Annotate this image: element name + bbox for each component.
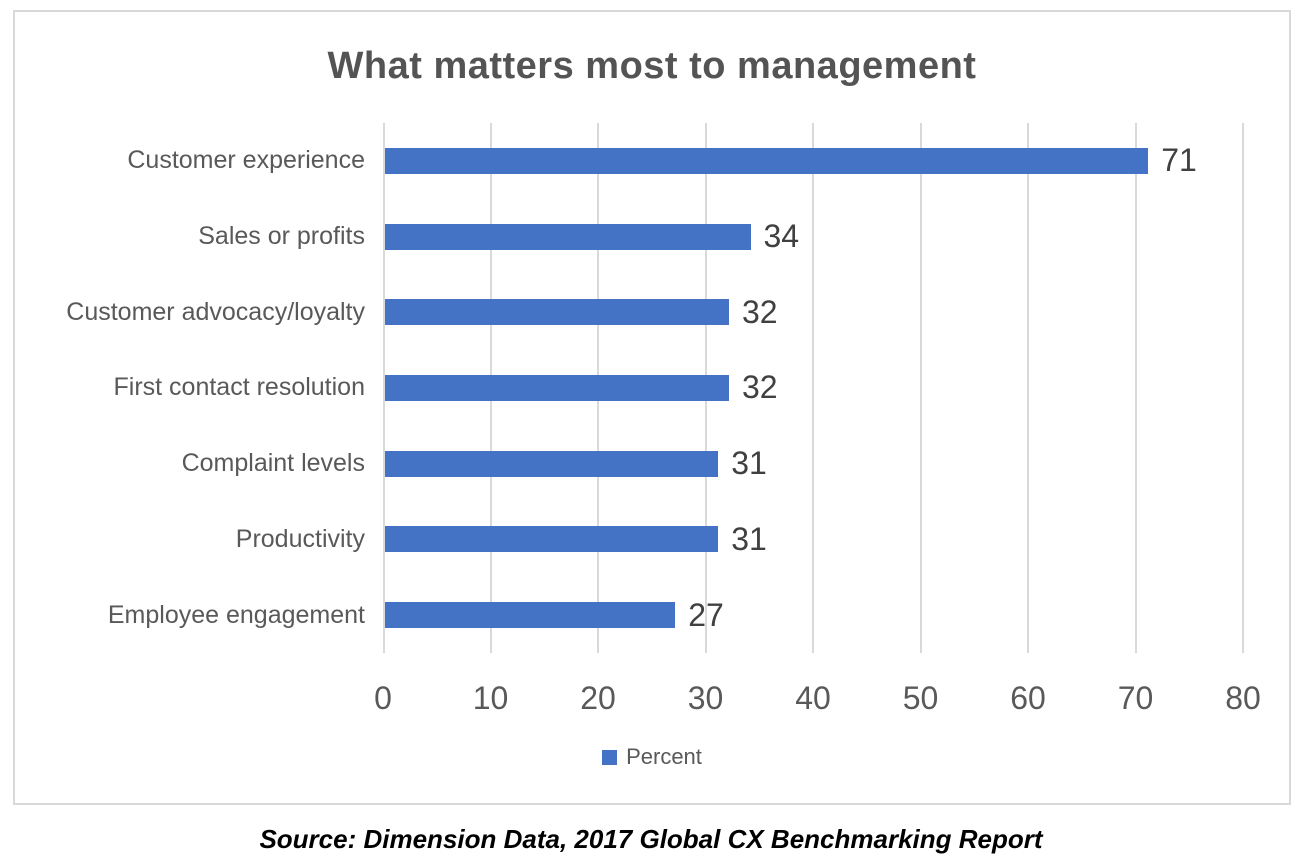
gridline (1027, 123, 1029, 653)
x-tick-label: 40 (795, 680, 831, 716)
value-label: 34 (763, 218, 800, 255)
category-label: Sales or profits (198, 222, 365, 251)
bar-sales-or-profits (385, 223, 751, 250)
x-tick-label: 30 (687, 680, 724, 716)
chart-card: What matters most to management Customer… (13, 10, 1291, 805)
value-label: 32 (742, 369, 778, 406)
bar-customer-advocacy-loyalty (385, 299, 729, 326)
bar-row: 32 (383, 274, 1243, 350)
category-axis: Customer experience Sales or profits Custo… (15, 123, 365, 653)
bar-productivity (385, 526, 719, 553)
bar-employee-engagement (385, 602, 676, 629)
bar-row: 31 (383, 502, 1243, 578)
category-label: Customer experience (127, 146, 365, 175)
source-note: Source: Dimension Data, 2017 Global CX B… (259, 824, 1043, 854)
bar-first-contact-resolution (385, 374, 729, 401)
x-tick-label: 50 (902, 680, 939, 716)
x-tick-label: 10 (472, 680, 509, 716)
gridline (919, 123, 922, 653)
legend-label: Percent (626, 744, 702, 769)
x-axis: 0 10 20 30 40 50 60 70 80 (374, 680, 1261, 716)
category-label: Productivity (235, 524, 365, 553)
x-tick-label: 60 (1010, 680, 1046, 716)
category-label: First contact resolution (113, 373, 366, 402)
plot-area: 71 34 32 32 31 31 27 (383, 123, 1244, 653)
bar-row: 71 (383, 123, 1243, 199)
bar-row: 32 (383, 350, 1243, 426)
gridline (1134, 123, 1137, 653)
value-label: 71 (1161, 142, 1197, 179)
legend-swatch-icon (602, 749, 618, 765)
value-label: 27 (688, 596, 724, 633)
x-tick-label: 20 (580, 680, 616, 716)
gridline (812, 123, 814, 653)
x-tick-label: 0 (374, 680, 392, 716)
value-label: 31 (731, 445, 767, 482)
bar-series: 71 34 32 32 31 31 27 (383, 123, 1243, 653)
chart-title: What matters most to management (327, 45, 977, 87)
bar-row: 31 (383, 426, 1243, 502)
category-label: Customer advocacy/loyalty (66, 297, 365, 326)
gridline (383, 123, 385, 653)
legend: Percent (15, 744, 1289, 770)
category-label: Complaint levels (181, 449, 365, 478)
x-tick-label: 80 (1225, 680, 1261, 716)
value-label: 31 (731, 520, 767, 557)
x-tick-label: 70 (1117, 680, 1154, 716)
bar-row: 27 (383, 577, 1243, 653)
category-label: Employee engagement (107, 600, 365, 629)
gridline (1242, 123, 1244, 653)
bar-row: 34 (383, 199, 1243, 275)
value-label: 32 (742, 293, 778, 330)
bar-customer-experience (385, 147, 1149, 174)
bar-complaint-levels (385, 450, 719, 477)
